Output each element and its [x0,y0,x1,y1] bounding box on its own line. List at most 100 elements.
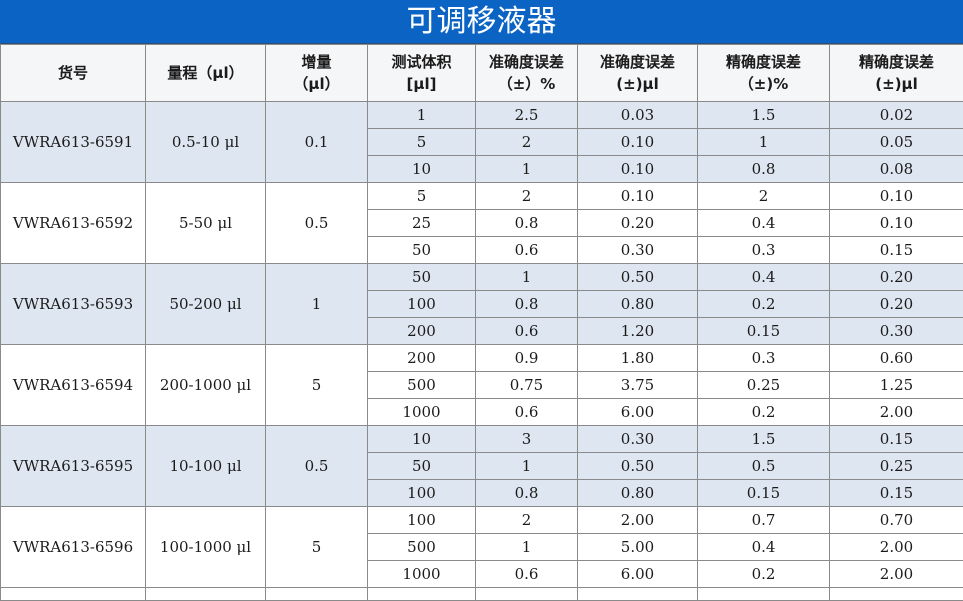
empty-cell [146,588,266,601]
range-cell: 200-1000 μl [146,345,266,426]
test-volume-cell: 10 [368,156,476,183]
test-volume-cell: 1 [368,102,476,129]
precision-pct-cell: 0.2 [698,561,830,588]
header-line-1: 增量 [266,51,367,73]
col-accuracy-ul-header: 准确度误差(±)μl [578,45,698,102]
accuracy-pct-cell: 0.8 [476,291,578,318]
header-line-2: （μl） [266,73,367,95]
precision-pct-cell: 0.7 [698,507,830,534]
accuracy-ul-cell: 0.30 [578,237,698,264]
increment-cell: 0.5 [266,426,368,507]
empty-cell [476,588,578,601]
test-volume-cell: 10 [368,426,476,453]
accuracy-pct-cell: 0.8 [476,210,578,237]
header-row: 货号量程（μl）增量（μl）测试体积[μl]准确度误差（±）%准确度误差(±)μ… [1,45,963,102]
empty-cell [830,588,963,601]
col-item-no-header: 货号 [1,45,146,102]
accuracy-ul-cell: 0.10 [578,156,698,183]
header-line-1: 准确度误差 [578,51,697,73]
increment-cell: 0.5 [266,183,368,264]
accuracy-ul-cell: 3.75 [578,372,698,399]
accuracy-pct-cell: 0.6 [476,318,578,345]
accuracy-pct-cell: 0.8 [476,480,578,507]
increment-cell: 0.1 [266,102,368,183]
precision-ul-cell: 2.00 [830,561,963,588]
precision-pct-cell: 0.4 [698,264,830,291]
test-volume-cell: 100 [368,480,476,507]
accuracy-pct-cell: 1 [476,534,578,561]
accuracy-ul-cell: 6.00 [578,561,698,588]
increment-cell: 1 [266,264,368,345]
accuracy-ul-cell: 0.20 [578,210,698,237]
test-volume-cell: 25 [368,210,476,237]
col-range-header: 量程（μl） [146,45,266,102]
accuracy-pct-cell: 1 [476,264,578,291]
test-volume-cell: 5 [368,129,476,156]
range-cell: 0.5-10 μl [146,102,266,183]
accuracy-ul-cell: 0.03 [578,102,698,129]
header-line-2: (±)μl [830,73,963,95]
precision-ul-cell: 0.20 [830,291,963,318]
accuracy-pct-cell: 0.6 [476,561,578,588]
header-line-1: 准确度误差 [476,51,577,73]
precision-ul-cell: 2.00 [830,399,963,426]
test-volume-cell: 50 [368,453,476,480]
range-cell: 10-100 μl [146,426,266,507]
item-no-cell: VWRA613-6596 [1,507,146,588]
precision-ul-cell: 0.30 [830,318,963,345]
header-line-1: 货号 [1,62,145,84]
accuracy-ul-cell: 0.30 [578,426,698,453]
precision-pct-cell: 0.2 [698,399,830,426]
accuracy-pct-cell: 0.9 [476,345,578,372]
test-volume-cell: 500 [368,372,476,399]
empty-cell [266,588,368,601]
col-precision-ul-header: 精确度误差(±)μl [830,45,963,102]
precision-pct-cell: 1.5 [698,426,830,453]
accuracy-ul-cell: 0.50 [578,453,698,480]
range-cell: 5-50 μl [146,183,266,264]
accuracy-ul-cell: 2.00 [578,507,698,534]
precision-pct-cell: 0.4 [698,210,830,237]
accuracy-pct-cell: 0.6 [476,399,578,426]
item-no-cell: VWRA613-6591 [1,102,146,183]
col-test-volume-header: 测试体积[μl] [368,45,476,102]
precision-ul-cell: 0.25 [830,453,963,480]
accuracy-pct-cell: 2.5 [476,102,578,129]
precision-ul-cell: 0.10 [830,183,963,210]
header-line-2: （±)% [698,73,829,95]
page-title: 可调移液器 [0,0,963,44]
header-line-2: [μl] [368,73,475,95]
empty-cell [368,588,476,601]
col-precision-pct-header: 精确度误差（±)% [698,45,830,102]
test-volume-cell: 50 [368,264,476,291]
col-accuracy-pct-header: 准确度误差（±）% [476,45,578,102]
precision-ul-cell: 2.00 [830,534,963,561]
precision-pct-cell: 0.25 [698,372,830,399]
precision-pct-cell: 1 [698,129,830,156]
precision-ul-cell: 0.15 [830,480,963,507]
precision-ul-cell: 0.60 [830,345,963,372]
test-volume-cell: 500 [368,534,476,561]
range-cell: 100-1000 μl [146,507,266,588]
test-volume-cell: 100 [368,291,476,318]
precision-ul-cell: 1.25 [830,372,963,399]
accuracy-ul-cell: 6.00 [578,399,698,426]
precision-pct-cell: 0.8 [698,156,830,183]
header-line-1: 精确度误差 [830,51,963,73]
accuracy-pct-cell: 0.75 [476,372,578,399]
accuracy-pct-cell: 0.6 [476,237,578,264]
precision-ul-cell: 0.15 [830,426,963,453]
test-volume-cell: 100 [368,507,476,534]
empty-cell [1,588,146,601]
precision-pct-cell: 0.15 [698,480,830,507]
table-row-stub [1,588,963,601]
precision-pct-cell: 0.5 [698,453,830,480]
test-volume-cell: 1000 [368,399,476,426]
